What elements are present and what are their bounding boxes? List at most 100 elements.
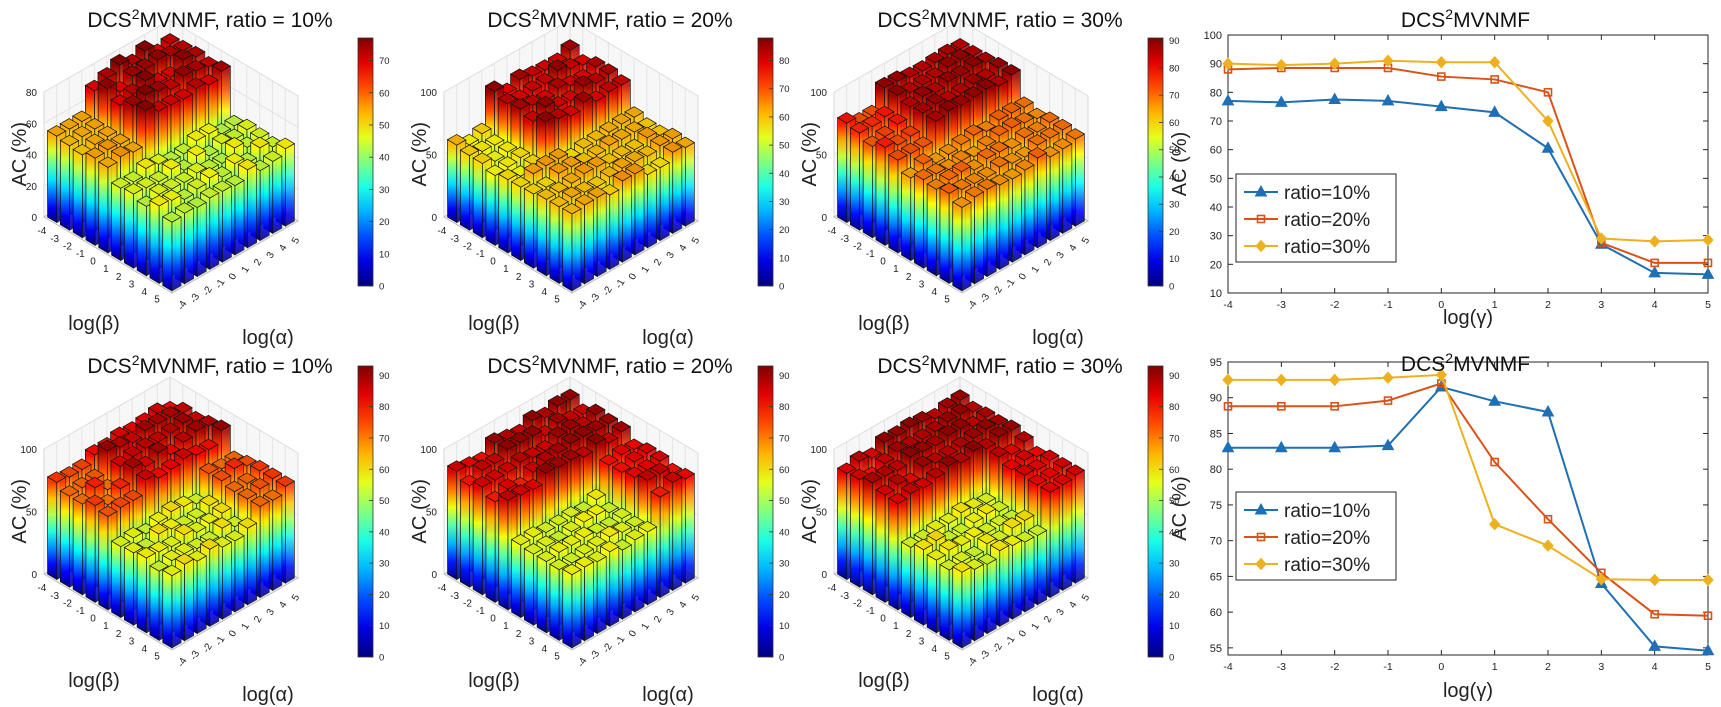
bar-face (584, 561, 594, 642)
bar-top (198, 414, 219, 427)
bar-top (173, 447, 194, 460)
bar-top (147, 412, 168, 425)
bar-top (1001, 116, 1022, 129)
bar-face (961, 566, 972, 649)
bar-top (913, 477, 933, 489)
bar-top (1027, 458, 1047, 471)
bar-top (598, 412, 619, 425)
bar-top (199, 122, 219, 135)
bar-top (874, 452, 895, 465)
bar-face (850, 473, 860, 588)
bar-face (986, 183, 997, 278)
colorbar-gradient (357, 365, 374, 658)
colorbar-tick-label: 60 (779, 465, 790, 476)
bar-face (171, 569, 182, 649)
y-tick-label: 0 (1017, 628, 1030, 639)
x-axis-label: log(β) (468, 313, 520, 335)
y-tick-label: 65 (1210, 571, 1222, 583)
bar-top (874, 76, 895, 89)
bar-top (951, 133, 971, 146)
bar-top (875, 465, 895, 477)
bar-top (650, 485, 670, 498)
x-tick-label: 5 (1705, 661, 1711, 673)
y-tick-label: 80 (1210, 87, 1222, 99)
bar-face (647, 168, 657, 249)
bar-top (925, 93, 946, 105)
bar-top (1015, 159, 1035, 171)
line-panel-2: DCS2MVNMF -4 -3 -2 -1 0 1 2 3 4 5 55 60 65 70 75 80 85 90… (1170, 350, 1721, 707)
x-tick-label: -1 (476, 249, 485, 260)
bar-top (135, 468, 156, 481)
bar-top (536, 176, 556, 188)
bar-top (85, 147, 105, 159)
x-tick-label: 3 (129, 279, 135, 290)
data-point (1328, 373, 1341, 387)
bar-top (561, 172, 582, 184)
colorbar-tick-label: 40 (379, 527, 390, 538)
bar-face (111, 540, 122, 619)
grid-line (833, 19, 1089, 97)
bar-top (186, 144, 207, 157)
bar-top (173, 65, 194, 77)
y-tick-label: -3 (188, 291, 202, 305)
x-tick-label: -4 (437, 226, 446, 237)
bar-face (875, 489, 886, 603)
bar-top (237, 454, 257, 467)
bar-top (963, 72, 984, 85)
bar-top (135, 99, 156, 112)
z-axis-label: AC (%) (9, 122, 31, 186)
bar-top (887, 440, 908, 453)
bar-top (912, 428, 933, 440)
bar-top (548, 442, 568, 454)
bar-top (1052, 473, 1073, 486)
data-point (1648, 235, 1661, 248)
colorbar-tick-label: 10 (1169, 621, 1180, 632)
y-tick-label: 1 (240, 621, 253, 632)
bar-top (963, 427, 984, 439)
bar3d-panel-3: DCS2MVNMF, ratio = 30% 0 50 100 -4 -3 -2 -1 0 1 2… (790, 0, 1210, 350)
bar-top (1001, 458, 1022, 471)
bar-top (900, 482, 921, 495)
legend-label: ratio=20% (1284, 528, 1370, 549)
data-point (1648, 639, 1662, 651)
x-tick-label: -2 (1330, 661, 1339, 673)
chart-title: DCS2MVNMF, ratio = 10% (87, 352, 333, 378)
grid-line (833, 376, 1089, 454)
legend-item: ratio=10% (1244, 501, 1370, 522)
y-axis-label: log(α) (642, 684, 694, 706)
y-tick-label: -3 (978, 648, 992, 662)
x-tick-label: -1 (1383, 299, 1392, 311)
bar-top (599, 525, 620, 538)
bar-face (647, 526, 657, 606)
line-chart: -4 -3 -2 -1 0 1 2 3 4 5102030405060708090100ratio… (1170, 30, 1715, 329)
bar-top (624, 150, 645, 163)
bar-top (1027, 107, 1047, 120)
bar-top (275, 475, 296, 487)
colorbar-tick-label: 80 (379, 402, 390, 413)
bar-face (85, 152, 96, 246)
y-tick-label: 30 (1210, 231, 1222, 243)
bar-top (624, 138, 645, 151)
z-tick-label: 50 (816, 508, 828, 519)
bar-face (247, 522, 257, 606)
bar-top (523, 543, 544, 555)
bar-face (549, 563, 560, 641)
bar-top (925, 51, 945, 64)
bar-top (548, 514, 569, 526)
bar-top (913, 455, 933, 467)
x-tick-label: -1 (476, 606, 485, 617)
bar-top (912, 440, 933, 453)
bar-top (612, 539, 633, 551)
bar-top (650, 134, 670, 147)
x-tick-label: -1 (76, 249, 85, 260)
bar-top (989, 174, 1010, 186)
colorbar-tick-label: 50 (779, 141, 790, 152)
bar (162, 211, 182, 292)
bar-top (484, 80, 505, 92)
bar-top (938, 512, 959, 524)
bar-top (497, 156, 518, 168)
bar-top (497, 92, 518, 105)
bar-top (97, 138, 118, 151)
bar-top (1001, 64, 1022, 76)
x-tick-label: -1 (866, 606, 875, 617)
